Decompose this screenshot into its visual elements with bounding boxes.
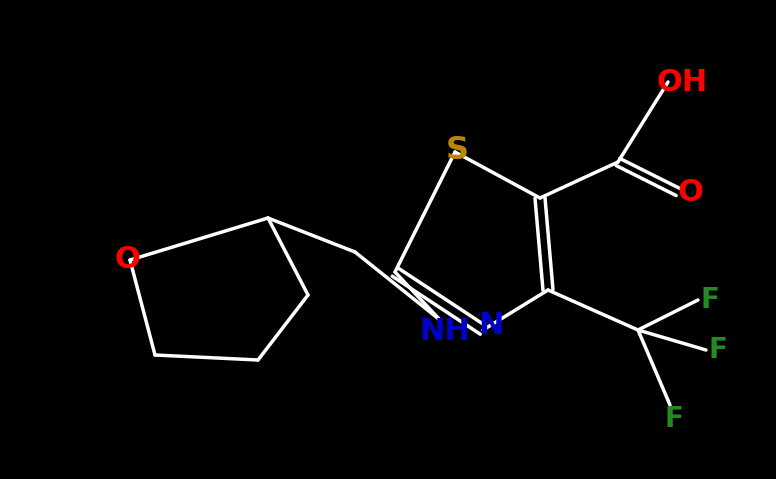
Text: O: O [677,178,703,206]
Text: F: F [701,286,719,314]
Text: OH: OH [656,68,708,96]
Text: F: F [708,336,727,364]
Text: N: N [478,311,504,341]
Text: NH: NH [420,318,470,346]
Text: O: O [114,246,140,274]
Text: F: F [664,405,684,433]
Text: S: S [445,135,469,166]
